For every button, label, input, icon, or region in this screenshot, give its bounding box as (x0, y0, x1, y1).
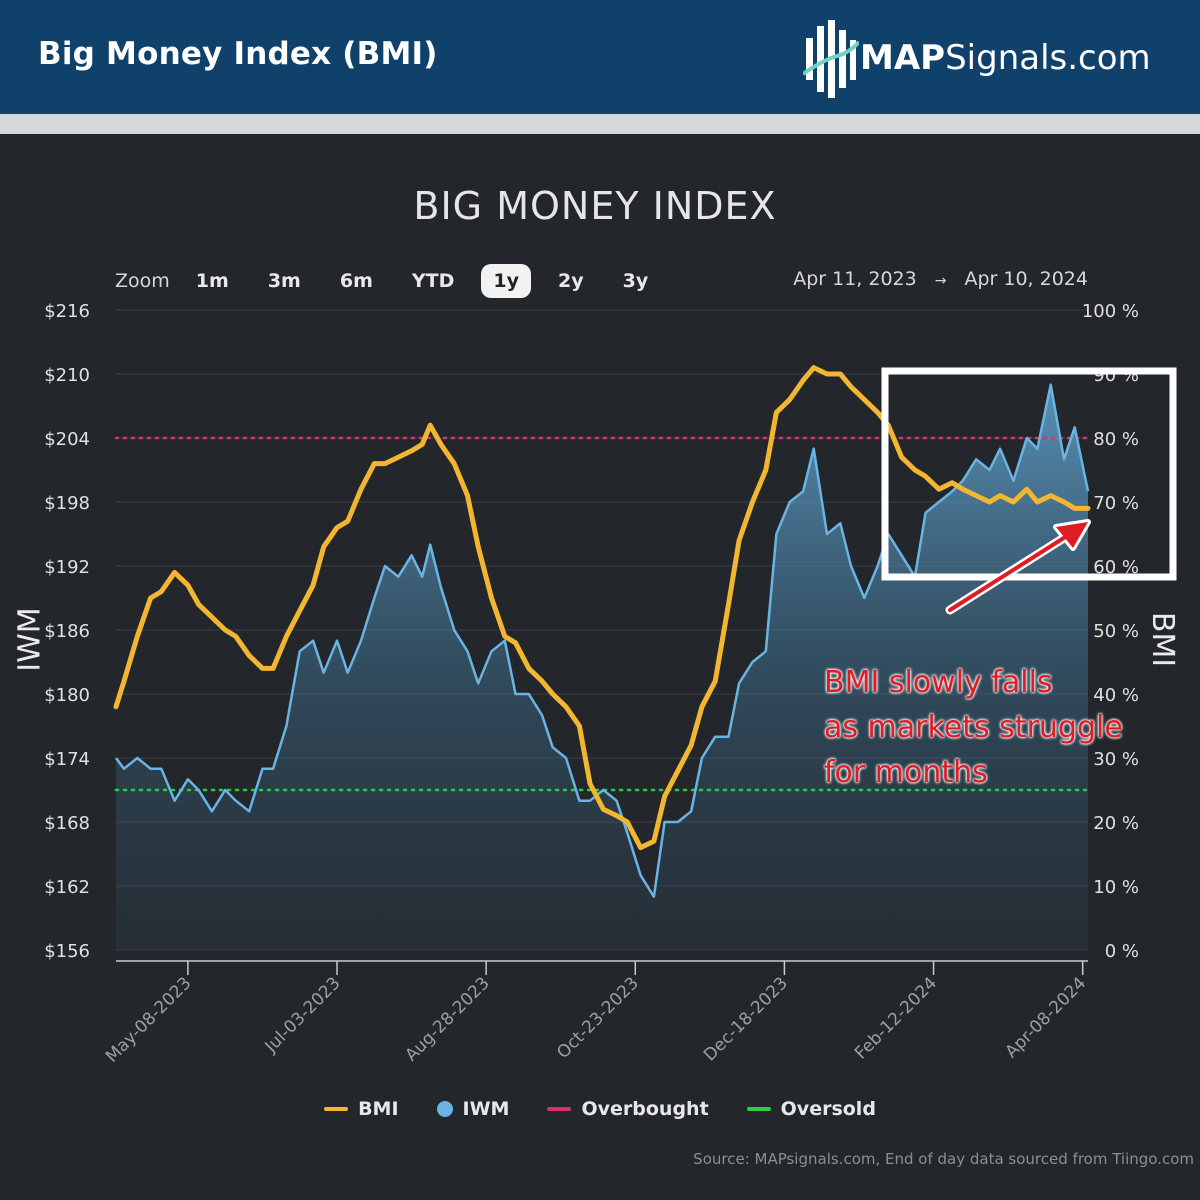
y-tick-label-right: 100 % (1082, 301, 1139, 322)
y-tick-label-left: $198 (44, 493, 90, 514)
x-tick-label: Feb-12-2024 (851, 973, 941, 1063)
legend-item-iwm[interactable]: IWM (436, 1098, 510, 1120)
legend-item-overbought[interactable]: Overbought (547, 1098, 709, 1120)
legend-label: Oversold (780, 1098, 876, 1120)
highlight-box (881, 367, 1177, 581)
header-separator (0, 114, 1200, 134)
x-tick-label: Dec-18-2023 (700, 973, 792, 1065)
y-axis-left-title: IWM (12, 607, 48, 672)
zoom-1m-button[interactable]: 1m (195, 270, 229, 292)
y-tick-label-left: $204 (44, 429, 90, 450)
zoom-controls: Zoom 1m 3m 6m YTD 1y 2y 3y (115, 262, 675, 300)
y-tick-label-left: $216 (44, 301, 90, 322)
legend-label: IWM (462, 1098, 510, 1120)
date-range: Apr 11, 2023 → Apr 10, 2024 (793, 268, 1088, 290)
legend-item-bmi[interactable]: BMI (324, 1098, 399, 1120)
zoom-6m-button[interactable]: 6m (339, 270, 373, 292)
x-tick-label: May-08-2023 (102, 973, 195, 1066)
legend-item-oversold[interactable]: Oversold (746, 1098, 876, 1120)
y-tick-label-left: $162 (44, 877, 90, 898)
x-tick-label: Aug-28-2023 (402, 973, 494, 1065)
date-range-to[interactable]: Apr 10, 2024 (964, 268, 1088, 290)
zoom-ytd-button[interactable]: YTD (411, 270, 455, 292)
y-tick-label-left: $210 (44, 365, 90, 386)
annotation-arrow (948, 532, 1072, 612)
y-tick-label-right: 70 % (1093, 493, 1139, 514)
legend-swatch (746, 1107, 771, 1111)
brand-logo-text: MAPSignals.com (860, 38, 1151, 78)
y-tick-label-left: $174 (44, 749, 90, 770)
legend-swatch (324, 1107, 349, 1111)
mapsignals-logo-icon (803, 20, 859, 98)
x-tick-label: Jul-03-2023 (261, 973, 345, 1057)
zoom-3m-button[interactable]: 3m (267, 270, 301, 292)
y-tick-label-right: 80 % (1093, 429, 1139, 450)
header-bar: Big Money Index (BMI) MAPSignals.com (0, 0, 1200, 114)
y-tick-label-right: 30 % (1093, 749, 1139, 770)
y-axis-right-title: BMI (1145, 611, 1181, 668)
y-tick-label-right: 50 % (1093, 621, 1139, 642)
y-tick-label-right: 60 % (1093, 557, 1139, 578)
legend-swatch (547, 1107, 572, 1111)
zoom-1y-button[interactable]: 1y (481, 264, 531, 298)
zoom-label: Zoom (115, 270, 170, 292)
bmi-line (113, 365, 1091, 851)
date-range-from[interactable]: Apr 11, 2023 (793, 268, 917, 290)
arrow-right-icon: → (934, 273, 947, 289)
y-tick-label-left: $156 (44, 941, 90, 962)
chart-annotation: BMI slowly falls as markets struggle for… (824, 660, 1123, 795)
y-tick-label-left: $192 (44, 557, 90, 578)
x-tick-label: Apr-08-2024 (1001, 973, 1090, 1062)
legend-swatch (436, 1101, 453, 1117)
iwm-area (116, 384, 1088, 950)
y-tick-label-left: $180 (44, 685, 90, 706)
page-title: Big Money Index (BMI) (38, 36, 438, 72)
y-tick-label-right: 20 % (1093, 813, 1139, 834)
zoom-2y-button[interactable]: 2y (557, 270, 584, 292)
legend-label: BMI (358, 1098, 399, 1120)
annotation-line: for months (824, 755, 988, 790)
annotation-line: BMI slowly falls (824, 665, 1053, 700)
source-note: Source: MAPsignals.com, End of day data … (693, 1150, 1194, 1168)
annotation-line: as markets struggle (824, 710, 1123, 745)
zoom-3y-button[interactable]: 3y (622, 270, 649, 292)
chart-title: BIG MONEY INDEX (413, 184, 777, 228)
x-tick-label: Oct-23-2023 (553, 973, 642, 1062)
y-tick-label-right: 10 % (1093, 877, 1139, 898)
y-tick-label-left: $186 (44, 621, 90, 642)
legend-label: Overbought (581, 1098, 709, 1120)
y-tick-label-right: 40 % (1093, 685, 1139, 706)
chart-legend: BMI IWM Overbought Oversold (0, 1098, 1200, 1120)
y-tick-label-left: $168 (44, 813, 90, 834)
annotation-arrowhead (1056, 522, 1088, 548)
y-tick-label-right: 0 % (1105, 941, 1139, 962)
